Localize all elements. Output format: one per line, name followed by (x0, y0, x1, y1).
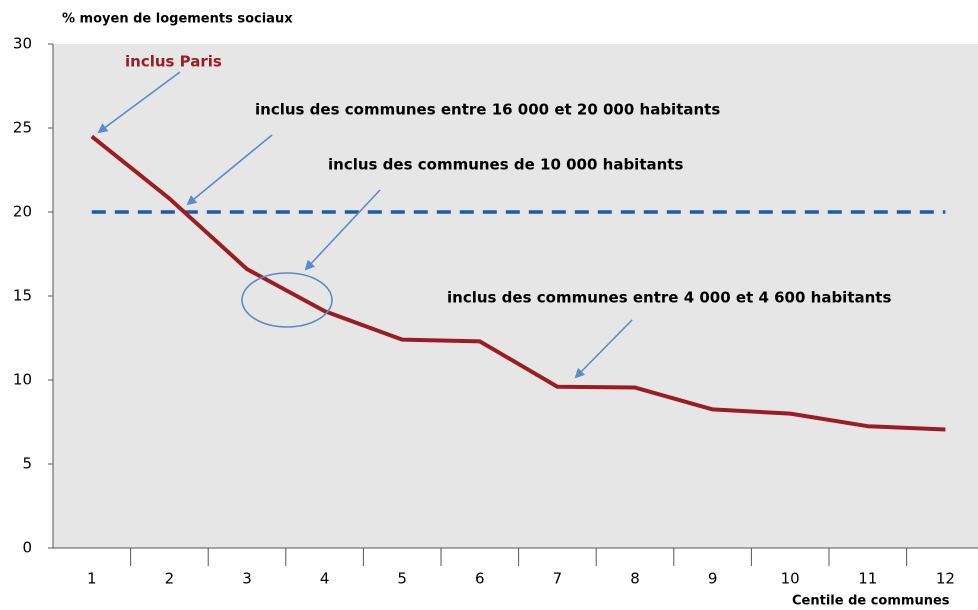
x-tick-label: 10 (781, 570, 800, 588)
plot-background (53, 44, 978, 548)
arrow (304, 189, 381, 271)
x-tick-label: 4 (320, 570, 330, 588)
x-tick-label: 3 (242, 570, 252, 588)
y-tick-label: 20 (13, 203, 32, 221)
y-tick-label: 15 (13, 287, 32, 305)
data-line (90, 134, 946, 432)
x-tick-label: 7 (553, 570, 563, 588)
arrow (574, 319, 633, 379)
x-tick-label: 11 (858, 570, 877, 588)
y-tick-label: 0 (22, 539, 32, 557)
annotation: inclus Paris (125, 53, 222, 71)
arrow (186, 134, 273, 206)
x-tick-label: 1 (87, 570, 97, 588)
x-axis-title: Centile de communes (792, 594, 950, 609)
x-tick-label: 2 (165, 570, 175, 588)
y-tick-label: 10 (13, 371, 32, 389)
annotation: inclus des communes de 10 000 habitants (328, 156, 683, 174)
x-tick-label: 9 (708, 570, 718, 588)
annotation: inclus des communes entre 4 000 et 4 600… (447, 289, 891, 307)
annotation: inclus des communes entre 16 000 et 20 0… (255, 101, 720, 119)
annotation-arrows (97, 71, 633, 379)
x-tick-label: 12 (936, 570, 955, 588)
y-tick-label: 25 (13, 119, 32, 137)
y-axis-title: % moyen de logements sociaux (62, 12, 293, 27)
x-tick-label: 5 (397, 570, 407, 588)
y-tick-label: 5 (22, 455, 32, 473)
highlight-ellipse (241, 272, 333, 328)
y-tick-label: 30 (13, 35, 32, 53)
x-tick-label: 6 (475, 570, 485, 588)
arrow (97, 71, 181, 134)
x-tick-label: 8 (630, 570, 640, 588)
